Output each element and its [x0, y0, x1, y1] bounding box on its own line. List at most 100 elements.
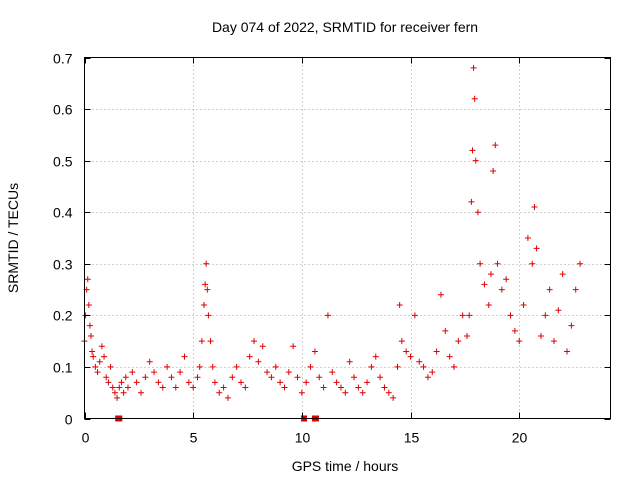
data-point [92, 363, 99, 370]
data-point [477, 260, 484, 267]
y-tick-label: 0.1 [53, 360, 73, 376]
data-point [403, 348, 410, 355]
data-point [129, 369, 136, 376]
data-point [298, 389, 305, 396]
data-point [89, 348, 96, 355]
plot-frame [84, 57, 611, 419]
data-point [564, 348, 571, 355]
data-point [181, 353, 188, 360]
data-point [103, 374, 110, 381]
x-axis-label: GPS time / hours [292, 458, 399, 474]
data-point [466, 312, 473, 319]
y-tick-label: 0.4 [53, 205, 73, 221]
data-point [133, 379, 140, 386]
data-point [105, 379, 112, 386]
data-point [503, 276, 510, 283]
data-point [485, 302, 492, 309]
data-point [285, 369, 292, 376]
data-point [204, 286, 211, 293]
data-point [529, 260, 536, 267]
data-point [272, 363, 279, 370]
data-point [396, 302, 403, 309]
data-point [364, 379, 371, 386]
data-point [268, 374, 275, 381]
data-point [524, 235, 531, 241]
x-tick-label: 0 [82, 430, 90, 446]
data-point [470, 64, 477, 71]
data-point [146, 358, 153, 365]
data-point [159, 384, 166, 391]
data-point [151, 369, 158, 376]
data-point [416, 358, 423, 365]
data-point [507, 312, 514, 319]
data-point [111, 389, 118, 396]
y-tick-label: 0.6 [53, 102, 73, 118]
data-point [172, 384, 179, 391]
data-point [138, 389, 145, 396]
data-point [237, 379, 244, 386]
data-point [86, 322, 93, 329]
data-point [329, 369, 336, 376]
data-point [424, 374, 431, 381]
data-point [303, 379, 310, 386]
data-point [546, 286, 553, 293]
data-point [94, 369, 101, 376]
data-point [468, 198, 475, 205]
data-point [124, 384, 131, 391]
data-point [202, 281, 209, 288]
grid [84, 57, 611, 419]
data-points [81, 64, 584, 422]
data-point [224, 394, 231, 401]
data-point [490, 167, 497, 174]
data-point [116, 384, 123, 391]
data-point [577, 260, 584, 267]
data-point [346, 358, 353, 365]
data-point [233, 363, 240, 370]
data-point [198, 338, 205, 345]
data-point [229, 374, 236, 381]
data-point [572, 286, 579, 293]
data-point [550, 338, 557, 345]
data-point [311, 348, 318, 355]
y-tick-label: 0.5 [53, 154, 73, 170]
y-tick-label: 0.2 [53, 308, 73, 324]
data-point [277, 379, 284, 386]
data-point [372, 353, 379, 360]
data-point [433, 348, 440, 355]
data-point [205, 312, 212, 319]
data-point [90, 353, 97, 360]
data-point [542, 312, 549, 319]
data-point [437, 291, 444, 298]
data-point [394, 363, 401, 370]
y-axis-label: SRMTID / TECUs [5, 183, 21, 293]
data-point [201, 302, 208, 309]
x-tick-label: 20 [512, 430, 528, 446]
data-point [114, 394, 121, 401]
data-point [194, 374, 201, 381]
data-point [120, 389, 127, 396]
data-point [333, 379, 340, 386]
data-point [446, 353, 453, 360]
data-point [487, 271, 494, 278]
data-point [492, 142, 499, 149]
data-point [207, 338, 214, 345]
data-point [85, 302, 92, 309]
data-point [559, 271, 566, 278]
data-point [411, 312, 418, 319]
data-point [516, 338, 523, 345]
data-point [381, 384, 388, 391]
data-point [471, 95, 478, 102]
data-point [84, 276, 91, 283]
data-point [168, 374, 175, 381]
data-point [220, 384, 227, 391]
data-point [498, 286, 505, 293]
data-point [420, 363, 427, 370]
data-point [88, 332, 95, 339]
data-point [211, 379, 218, 386]
data-point [385, 389, 392, 396]
data-point [242, 384, 249, 391]
data-point [118, 379, 125, 386]
data-point [142, 374, 149, 381]
data-point [209, 363, 216, 370]
